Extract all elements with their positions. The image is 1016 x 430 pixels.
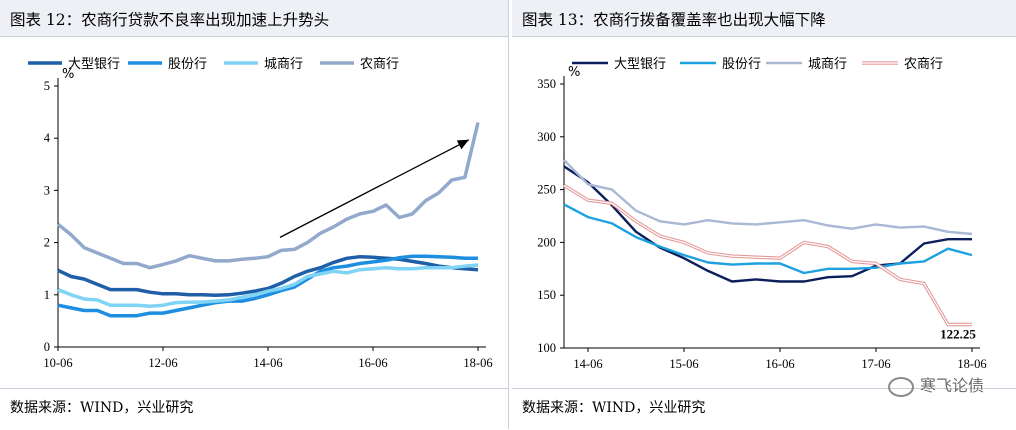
chart-panel-npl: 图表 12：农商行贷款不良率出现加速上升势头 % 0 1 2 3 4 5 10-06 12-06…: [0, 0, 508, 430]
x-tick-label: 12-06: [148, 356, 177, 370]
x-tick-label: 18-06: [463, 356, 492, 370]
x-tick-label: 17-06: [861, 357, 890, 371]
legend-label: 城商行: [264, 57, 303, 72]
x-tick-label: 10-06: [43, 356, 72, 370]
legend-label: 农商行: [360, 57, 399, 72]
wechat-icon: [887, 376, 914, 397]
source-bar: 数据来源：WIND，兴业研究: [0, 388, 508, 430]
source-note: 数据来源：WIND，兴业研究: [10, 400, 194, 416]
data-label: 122.25: [940, 327, 976, 342]
chart-title: 图表 12：农商行贷款不良率出现加速上升势头: [10, 11, 330, 29]
legend-label: 股份行: [168, 57, 207, 72]
y-tick-label: 5: [44, 79, 50, 93]
y-tick-label: 100: [537, 341, 556, 355]
series-line: [563, 203, 973, 275]
y-tick-label: 2: [44, 236, 50, 250]
series-line: [57, 254, 479, 298]
legend-label: 股份行: [722, 57, 761, 72]
y-unit-label: %: [62, 67, 74, 82]
provision-coverage-chart: % 100 150 200 250 300 350 14-06 15-06 16-06 17-06 1…: [537, 57, 986, 371]
y-tick-label: 3: [44, 183, 50, 197]
series-line: [563, 184, 972, 326]
npl-ratio-chart: % 0 1 2 3 4 5 10-06 12-06 14-06 16-06 18-06 大型银行 股份行 城…: [28, 57, 493, 370]
y-tick-label: 250: [537, 183, 556, 197]
y-unit-label: %: [568, 65, 580, 80]
x-tick-label: 14-06: [573, 357, 602, 371]
series-line: [57, 263, 479, 309]
trend-arrow-head: [456, 139, 469, 150]
y-tick-label: 150: [537, 288, 556, 302]
series-line: [563, 165, 972, 283]
y-tick-label: 200: [537, 235, 556, 249]
x-tick-label: 16-06: [765, 357, 794, 371]
y-tick-label: 1: [44, 288, 50, 302]
chart-panel-provision: 图表 13：农商行拨备覆盖率也出现大幅下降 % 100 150 200 250 300 35…: [512, 0, 1016, 430]
y-tick-label: 4: [44, 131, 51, 145]
legend-label: 农商行: [904, 57, 943, 72]
legend-label: 大型银行: [614, 57, 666, 72]
y-tick-label: 0: [44, 340, 50, 354]
legend-label: 大型银行: [68, 57, 120, 72]
series-line: [56, 122, 480, 270]
panel-divider: [508, 0, 513, 429]
series-line: [563, 159, 973, 236]
title-bar: 图表 13：农商行拨备覆盖率也出现大幅下降: [512, 0, 1016, 37]
x-tick-label: 16-06: [358, 356, 387, 370]
watermark-text: 寒飞论债: [919, 376, 984, 395]
source-note: 数据来源：WIND，兴业研究: [522, 400, 706, 416]
title-bar: 图表 12：农商行贷款不良率出现加速上升势头: [0, 0, 508, 37]
trend-arrow: [279, 139, 470, 238]
x-tick-label: 15-06: [669, 357, 698, 371]
watermark: 寒飞论债: [887, 372, 984, 397]
source-bar: 数据来源：WIND，兴业研究: [512, 388, 1016, 430]
legend-label: 城商行: [808, 57, 847, 72]
series-line: [57, 254, 478, 318]
x-tick-label: 14-06: [253, 356, 282, 370]
chart-title: 图表 13：农商行拨备覆盖率也出现大幅下降: [522, 11, 826, 29]
y-tick-label: 350: [537, 77, 556, 91]
y-tick-label: 300: [537, 130, 556, 144]
x-tick-label: 18-06: [957, 357, 986, 371]
